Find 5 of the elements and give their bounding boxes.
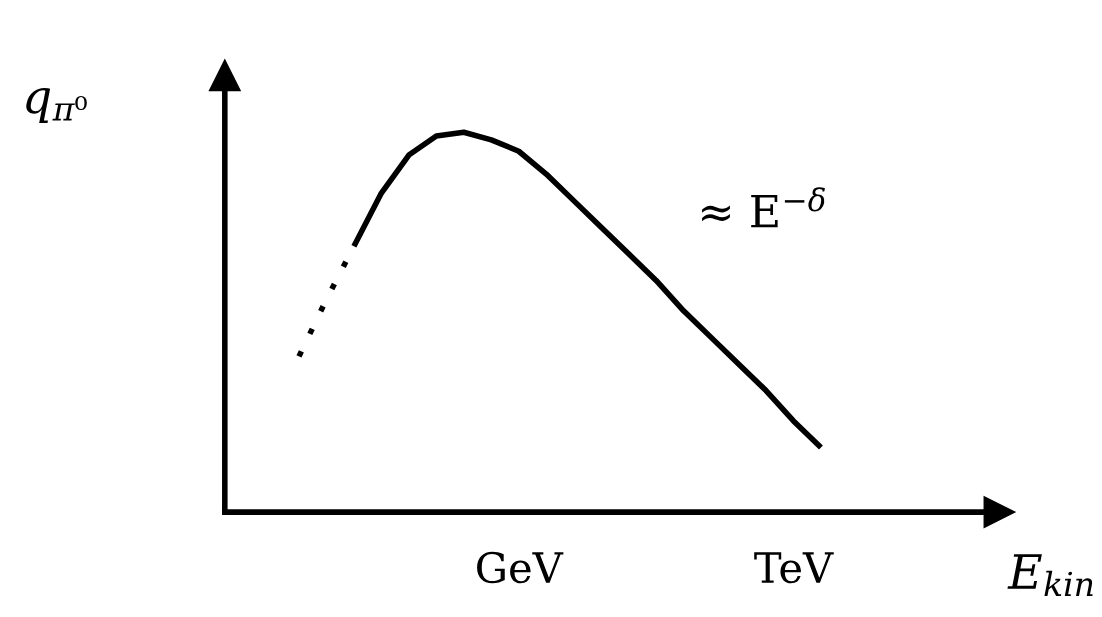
x-tick-label: TeV xyxy=(754,552,834,584)
x-axis-title: E$_{kin}$ xyxy=(1007,554,1093,596)
y-axis-title: q$_{π⁰}$ xyxy=(26,88,87,124)
x-tick-label: GeV xyxy=(477,551,564,584)
annotation: ≈ E$^{−δ}$ xyxy=(702,187,825,228)
